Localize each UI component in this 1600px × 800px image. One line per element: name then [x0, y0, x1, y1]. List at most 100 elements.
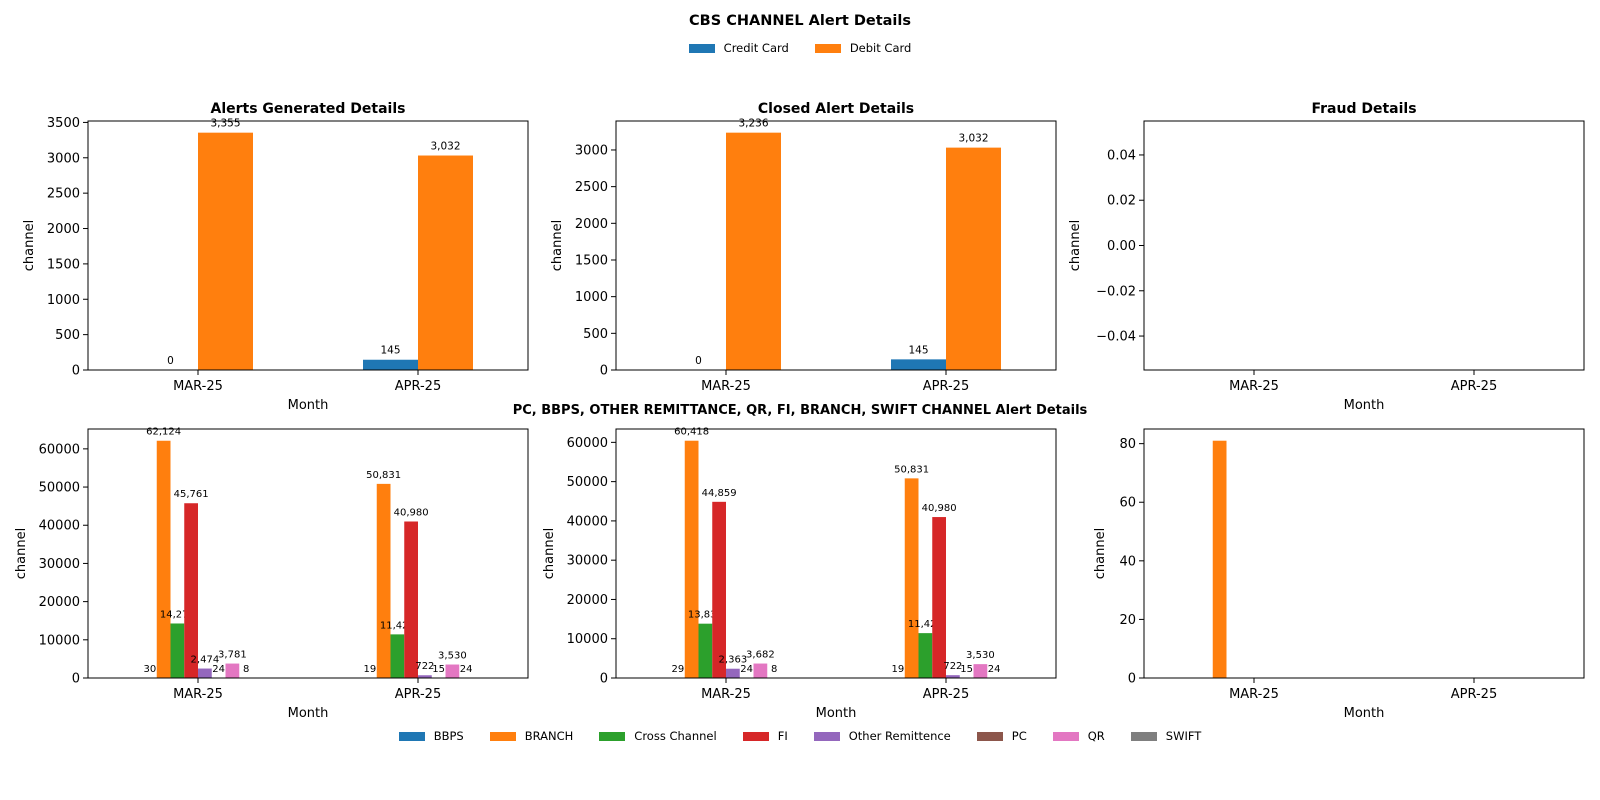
data-label: 722	[415, 661, 434, 672]
data-label: 3,530	[438, 651, 467, 662]
bar	[684, 440, 699, 678]
y-tick-label: 2500	[47, 187, 80, 202]
legend-item-branch: BRANCH	[489, 729, 573, 743]
y-tick-label: 40000	[567, 514, 608, 529]
bar	[445, 664, 460, 678]
data-label: 0	[695, 355, 702, 367]
data-label: 40,980	[394, 507, 429, 518]
y-tick-label: 50000	[567, 475, 608, 490]
bar	[184, 503, 198, 678]
x-tick-label: MAR-25	[701, 687, 751, 702]
x-tick-label: MAR-25	[173, 687, 223, 702]
legend-item-qr: QR	[1052, 729, 1105, 743]
y-tick-label: 60000	[39, 442, 80, 457]
bar	[156, 440, 171, 678]
legend-label: FI	[777, 729, 788, 743]
legend-item-other-remittence: Other Remittence	[813, 729, 951, 743]
x-tick-label: APR-25	[923, 687, 969, 702]
y-tick-label: 1000	[575, 290, 608, 305]
y-axis-label: channel	[550, 220, 565, 271]
y-tick-label: 3500	[47, 116, 80, 131]
bar	[891, 359, 946, 370]
legend-swatch	[1130, 731, 1157, 741]
bar	[225, 663, 240, 678]
y-tick-label: 40	[1119, 554, 1136, 569]
data-label: 3,032	[430, 141, 460, 153]
legend-item-pc: PC	[976, 729, 1027, 743]
y-tick-label: 0	[72, 672, 80, 687]
y-tick-label: 0	[600, 672, 608, 687]
data-label: 3,530	[966, 650, 995, 661]
y-tick-label: 60	[1119, 496, 1136, 511]
x-tick-label: APR-25	[395, 687, 441, 702]
bar	[418, 155, 473, 370]
y-tick-label: 0.00	[1107, 239, 1136, 254]
legend-label: Credit Card	[723, 41, 789, 55]
bar	[418, 675, 432, 678]
y-tick-label: 30000	[567, 554, 608, 569]
legend-bottom: BBPS BRANCH Cross Channel FI Other Remit…	[0, 729, 1600, 743]
data-label: 24	[460, 664, 473, 675]
y-tick-label: −0.04	[1096, 330, 1136, 345]
legend-item-debit-card: Debit Card	[814, 41, 911, 55]
legend-swatch	[599, 731, 626, 741]
figure-title: CBS CHANNEL Alert Details	[689, 13, 911, 29]
data-label: 62,124	[146, 427, 181, 438]
data-label: 24	[740, 664, 753, 675]
bar	[170, 623, 185, 678]
y-axis-label: channel	[1093, 528, 1108, 579]
legend-swatch	[688, 43, 715, 53]
bar	[753, 663, 768, 678]
y-tick-label: 1500	[47, 257, 80, 272]
legend-swatch	[976, 731, 1003, 741]
y-axis-label: channel	[542, 528, 557, 579]
y-tick-label: 500	[55, 328, 80, 343]
data-label: 2,363	[719, 655, 748, 666]
legend-label: QR	[1087, 729, 1105, 743]
plot-frame	[1143, 428, 1585, 679]
legend-swatch	[813, 731, 840, 741]
y-tick-label: 50000	[39, 481, 80, 496]
y-tick-label: 10000	[39, 633, 80, 648]
legend-item-bbps: BBPS	[398, 729, 464, 743]
y-tick-label: 3000	[575, 143, 608, 158]
legend-top: Credit Card Debit Card	[0, 41, 1600, 55]
bar	[698, 623, 713, 678]
data-label: 145	[908, 344, 928, 356]
legend-swatch	[398, 731, 425, 741]
data-label: 19	[364, 664, 377, 675]
data-label: 2,474	[191, 655, 220, 666]
chart-panel-1: Alerts Generated Details 0 145 3,355 3,032 0 5…	[22, 101, 529, 413]
chart-title: Closed Alert Details	[758, 101, 914, 117]
bar	[390, 634, 405, 678]
plot-frame	[87, 120, 529, 371]
y-tick-label: 30000	[39, 557, 80, 572]
bar	[1212, 440, 1227, 678]
bar	[198, 132, 253, 370]
y-tick-label: 20	[1119, 613, 1136, 628]
y-tick-label: 20000	[567, 593, 608, 608]
data-label: 13,833	[688, 610, 723, 621]
data-label: 8	[243, 664, 249, 675]
y-tick-label: 1000	[47, 293, 80, 308]
y-tick-label: 2000	[575, 217, 608, 232]
bar	[973, 664, 988, 678]
bar	[726, 668, 740, 678]
data-label: 722	[943, 661, 962, 672]
legend-label: Cross Channel	[634, 729, 717, 743]
plot-frame	[615, 428, 1057, 679]
x-tick-label: MAR-25	[1229, 379, 1279, 394]
x-axis-label: Month	[816, 706, 857, 721]
data-label: 50,831	[366, 470, 401, 481]
legend-swatch	[814, 43, 841, 53]
data-label: 0	[167, 355, 174, 367]
data-label: 3,682	[746, 650, 775, 661]
legend-item-fi: FI	[742, 729, 788, 743]
data-label: 11,424	[380, 620, 415, 631]
bar	[198, 668, 212, 678]
data-label: 15	[960, 664, 973, 675]
x-axis-label: Month	[288, 706, 329, 721]
y-tick-label: 0	[1128, 672, 1136, 687]
bar	[712, 501, 726, 678]
chart-panel-4: 30 19 62,124 50,831 14,276 11,424 45,761 40,980…	[14, 427, 529, 721]
